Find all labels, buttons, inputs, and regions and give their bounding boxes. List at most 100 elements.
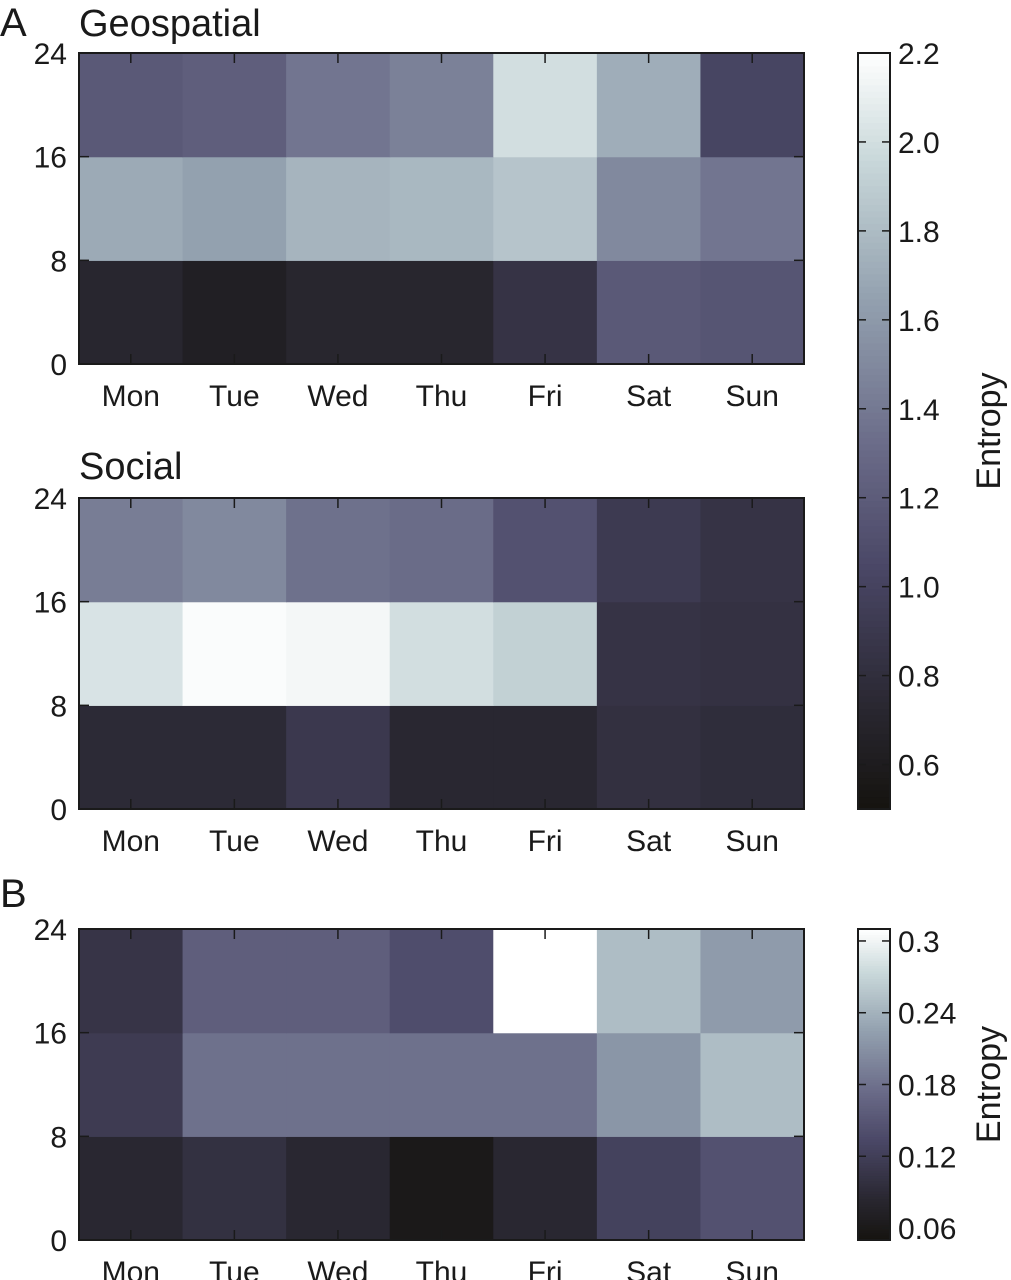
colorbar-segment — [858, 1175, 890, 1179]
heatmap-2: Mon Tue Wed Thu Fri Sat Sun 0 8 16 24 Social — [34, 446, 805, 858]
colorbar-segment — [858, 531, 890, 539]
colorbar-segment — [858, 103, 890, 111]
heatmap-cell — [79, 260, 184, 365]
heatmap-cell — [493, 156, 598, 261]
y-tick-label: 24 — [34, 38, 67, 71]
colorbar-segment — [858, 1157, 890, 1161]
colorbar-segment — [858, 1154, 890, 1158]
heatmap-cell — [389, 53, 494, 158]
colorbar-segment — [858, 601, 890, 609]
colorbar-tick-label: 2.0 — [898, 127, 940, 160]
colorbar-tick-label: 0.12 — [898, 1141, 956, 1174]
colorbar-segment — [858, 292, 890, 300]
heatmap-cell — [700, 705, 805, 810]
colorbar-segment — [858, 1229, 890, 1234]
colorbar-segment — [858, 1136, 890, 1140]
colorbar-segment — [858, 651, 890, 659]
colorbar-segment — [858, 487, 890, 495]
colorbar-segment — [858, 393, 890, 401]
heatmap-cell — [389, 929, 494, 1034]
colorbar-segment — [858, 993, 890, 998]
colorbar-segment — [858, 733, 890, 741]
colorbar-segment — [858, 1138, 890, 1143]
colorbar-segment — [858, 475, 890, 483]
heatmap-cell — [700, 498, 805, 603]
colorbar-segment — [858, 431, 890, 439]
colorbar-segment — [858, 223, 890, 231]
colorbar-segment — [858, 1110, 890, 1114]
colorbar-segment — [858, 424, 890, 432]
colorbar-segment — [858, 311, 890, 319]
x-tick-label: Sun — [726, 380, 779, 413]
heatmap-cell — [596, 53, 702, 158]
y-tick-label: 0 — [50, 1225, 67, 1258]
x-tick-label: Thu — [416, 380, 468, 413]
colorbar-tick-label: 2.2 — [898, 38, 940, 71]
colorbar-segment — [858, 538, 890, 546]
colorbar-segment — [858, 1141, 890, 1145]
colorbar-segment — [858, 1206, 890, 1210]
colorbar-segment — [858, 1177, 890, 1182]
colorbar-segment — [858, 1040, 890, 1044]
colorbar-segment — [858, 1195, 890, 1200]
colorbar-segment — [858, 967, 890, 972]
colorbar-segment — [858, 986, 890, 990]
colorbar-segment — [858, 1030, 890, 1034]
heatmap-cell — [493, 705, 598, 810]
colorbar-segment — [858, 569, 890, 577]
colorbar-segment — [858, 506, 890, 514]
colorbar-segment — [858, 965, 890, 969]
heatmap-cell — [596, 1136, 702, 1241]
colorbar-segment — [858, 720, 890, 728]
colorbar-tick-label: 0.18 — [898, 1070, 956, 1103]
colorbar-segment — [858, 1087, 890, 1091]
colorbar-segment — [858, 1089, 890, 1094]
heatmap-cell — [596, 260, 702, 365]
heatmap-cell — [700, 1032, 805, 1137]
colorbar-segment — [858, 1172, 890, 1177]
colorbar-segment — [858, 267, 890, 275]
colorbar-segment — [858, 594, 890, 602]
colorbar-segment — [858, 929, 890, 933]
colorbar-segment — [858, 229, 890, 237]
colorbar-segment — [858, 380, 890, 388]
colorbar-segment — [858, 260, 890, 268]
colorbar-segment — [858, 468, 890, 476]
colorbar-segment — [858, 1053, 890, 1057]
colorbar-tick-label: 0.24 — [898, 998, 956, 1031]
colorbar-segment — [858, 1037, 890, 1042]
colorbar-segment — [858, 1170, 890, 1174]
colorbar-segment — [858, 1043, 890, 1047]
colorbar-segment — [858, 1164, 890, 1169]
colorbar-segment — [858, 153, 890, 161]
colorbar-segment — [858, 1151, 890, 1156]
heatmap-title: Geospatial — [79, 3, 261, 45]
colorbar-segment — [858, 582, 890, 590]
colorbar-segment — [858, 557, 890, 565]
colorbar-segment — [858, 500, 890, 508]
colorbar-segment — [858, 1128, 890, 1132]
y-tick-label: 16 — [34, 587, 67, 620]
colorbars-layer: 0.60.81.01.21.41.61.82.02.2Entropy0.060.… — [857, 38, 1008, 1246]
colorbar-label: Entropy — [970, 372, 1008, 489]
colorbar-segment — [858, 216, 890, 224]
colorbar-segment — [858, 1133, 890, 1138]
colorbar-segment — [858, 1063, 890, 1068]
colorbar-b: 0.06 0.12 0.18 0.24 0.3 Entropy — [857, 926, 1008, 1246]
colorbar-segment — [858, 1224, 890, 1228]
colorbar-segment — [858, 1017, 890, 1021]
colorbar-segment — [858, 134, 890, 142]
y-tick-label: 16 — [34, 1018, 67, 1051]
x-tick-label: Tue — [209, 825, 260, 858]
colorbar-segment — [858, 949, 890, 954]
colorbar-segment — [858, 443, 890, 451]
colorbar-segment — [858, 519, 890, 527]
colorbar-segment — [858, 286, 890, 294]
colorbar-segment — [858, 1180, 890, 1184]
colorbar-segment — [858, 1162, 890, 1166]
colorbar-tick-label: 0.8 — [898, 661, 940, 694]
x-tick-label: Fri — [528, 1256, 563, 1280]
heatmap-cell — [286, 1032, 391, 1137]
colorbar-segment — [858, 122, 890, 130]
